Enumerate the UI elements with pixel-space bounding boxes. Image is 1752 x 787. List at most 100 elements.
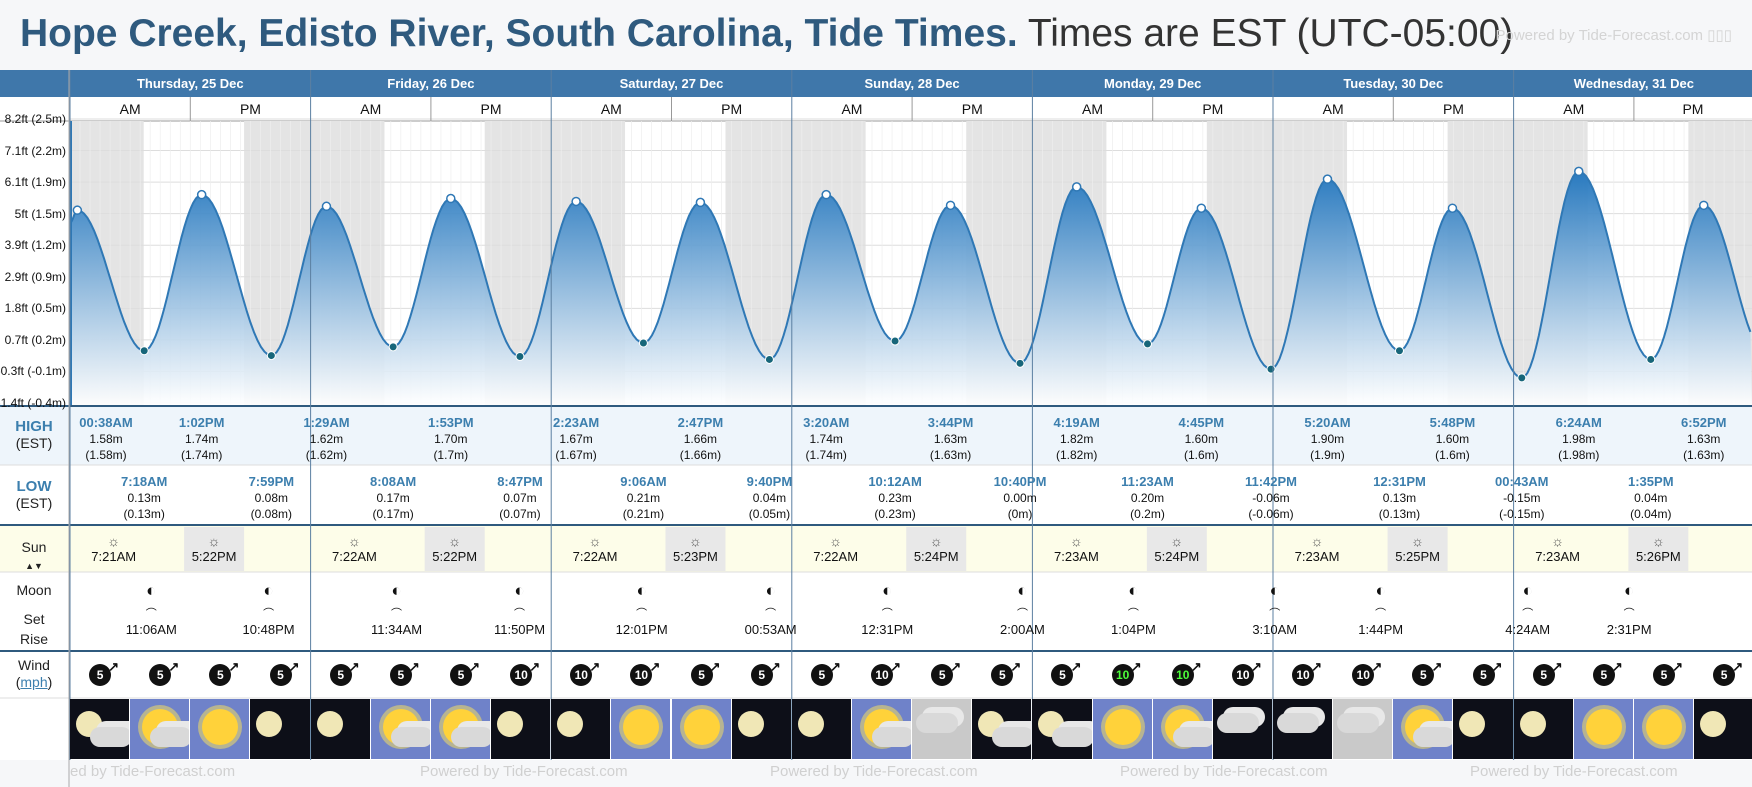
weather-icon-sun-cloudy bbox=[851, 699, 912, 759]
wind-direction-icon: ↗ bbox=[1431, 659, 1443, 674]
tide-height-alt: (1.66m) bbox=[679, 448, 722, 462]
tide-time: 1:29AM bbox=[303, 415, 350, 430]
wind-direction-icon: ↗ bbox=[1010, 659, 1022, 674]
wind-direction-icon: ↗ bbox=[589, 659, 601, 674]
powered-by-bottom[interactable]: Powered by Tide-Forecast.com bbox=[1470, 763, 1678, 780]
wind-direction-icon: ↗ bbox=[1611, 659, 1623, 674]
high-tide-point bbox=[945, 200, 956, 211]
weather-icon-sun-cloudy bbox=[1152, 699, 1212, 759]
sunset-entry: ☼ 5:22PM bbox=[425, 533, 485, 565]
tide-height-m: 1.82m bbox=[1059, 432, 1094, 446]
wind-indicator: 10 ↗ bbox=[1171, 659, 1202, 686]
cloud-icon bbox=[450, 727, 491, 747]
tide-height-m: 0.13m bbox=[127, 491, 161, 505]
low-tide-point bbox=[1646, 354, 1656, 364]
sunrise-icon: ☼ bbox=[1069, 533, 1083, 549]
tide-height-alt: (1.58m) bbox=[85, 448, 127, 462]
powered-by-bottom[interactable]: Powered by Tide-Forecast.com bbox=[420, 763, 628, 780]
tide-height-m: 1.63m bbox=[1687, 432, 1721, 446]
sunrise-icon: ☼ bbox=[107, 533, 121, 549]
sunrise-entry: ☼ 7:21AM bbox=[84, 533, 144, 565]
tide-height-alt: (1.74m) bbox=[805, 448, 847, 462]
weather-icon-sun-cloudy bbox=[130, 699, 190, 759]
wind-direction-icon: ↗ bbox=[529, 659, 541, 674]
wind-indicator: 10 ↗ bbox=[1352, 659, 1382, 686]
cloud-icon bbox=[871, 727, 912, 747]
powered-by-bottom[interactable]: ed by Tide-Forecast.com bbox=[70, 763, 236, 780]
day-header-2: Saturday, 27 Dec bbox=[619, 76, 724, 91]
moon-phase-icon: ◐ bbox=[514, 581, 525, 600]
sunset-cell-bg bbox=[665, 527, 726, 571]
tide-time: 5:20AM bbox=[1304, 415, 1351, 430]
am-label: AM bbox=[841, 101, 863, 117]
moon-rise-time: 11:06AM bbox=[125, 622, 177, 637]
y-axis-label: 6.1ft (1.9m) bbox=[4, 175, 66, 190]
pm-label: PM bbox=[961, 101, 983, 117]
tide-time: 4:19AM bbox=[1053, 415, 1100, 430]
low-sub: (EST) bbox=[15, 495, 53, 511]
tide-time: 2:23AM bbox=[552, 415, 600, 430]
tide-height-m: 0.20m bbox=[1130, 491, 1165, 505]
y-axis-label: 0.7ft (0.2m) bbox=[4, 332, 66, 347]
wind-direction-icon: ↗ bbox=[1732, 659, 1744, 674]
high-tide-entry: 2:47PM 1.66m (1.66m) bbox=[666, 415, 734, 463]
moon-rise-icon: ⌒ bbox=[1375, 608, 1387, 620]
sun-label: Sun bbox=[21, 539, 47, 555]
moon-rise-icon: ⌒ bbox=[145, 608, 157, 620]
tide-height-m: 1.70m bbox=[434, 432, 468, 446]
moon-phase-icon: ◐ bbox=[391, 581, 402, 600]
high-tide-point bbox=[1447, 203, 1458, 213]
powered-by-bottom[interactable]: Powered by Tide-Forecast.com bbox=[1120, 763, 1328, 780]
moon-rise-entry: ◐ ⌒ 11:06AM bbox=[121, 580, 181, 638]
sunrise-time: 7:22AM bbox=[813, 549, 859, 564]
tide-time: 1:53PM bbox=[428, 415, 474, 430]
low-tide-entry: 11:42PM -0.06m (-0.06m) bbox=[1237, 474, 1305, 522]
moon-rise-entry: ◐ ⌒ 1:44PM bbox=[1351, 580, 1411, 638]
sunset-time: 5:24PM bbox=[913, 549, 959, 564]
wind-direction-icon: ↗ bbox=[408, 659, 420, 674]
high-row-label: HIGH (EST) bbox=[0, 418, 68, 452]
powered-by-top[interactable]: Powered by Tide-Forecast.com ▯▯▯ bbox=[1495, 26, 1732, 44]
tide-area bbox=[70, 171, 1752, 405]
moon-icon bbox=[797, 711, 824, 737]
wind-indicator: 5 ↗ bbox=[1412, 659, 1442, 686]
sunset-icon: ☼ bbox=[929, 533, 943, 549]
high-row-bg bbox=[0, 405, 1752, 465]
tide-time: 00:38AM bbox=[79, 415, 133, 430]
powered-by-bottom[interactable]: Powered by Tide-Forecast.com bbox=[770, 763, 978, 780]
cloud-icon bbox=[390, 727, 430, 747]
low-tide-entry: 8:08AM 0.17m (0.17m) bbox=[359, 474, 427, 522]
sunrise-time: 7:23AM bbox=[1535, 549, 1581, 564]
moon-rise-time: 12:31PM bbox=[861, 622, 914, 637]
wind-indicator: 5 ↗ bbox=[89, 659, 119, 686]
weather-icon-sun bbox=[1573, 699, 1633, 759]
sunrise-icon: ☼ bbox=[1551, 533, 1565, 549]
wind-direction-icon: ↗ bbox=[1251, 659, 1262, 674]
wind-direction-icon: ↗ bbox=[108, 659, 120, 674]
moon-icon bbox=[557, 711, 584, 737]
moon-rise-time: 12:01PM bbox=[615, 622, 668, 637]
wind-indicator: 5 ↗ bbox=[1472, 659, 1503, 686]
location-title: Hope Creek, Edisto River, South Carolina… bbox=[20, 12, 1018, 55]
high-label: HIGH bbox=[15, 418, 53, 435]
weather-icon-night-clear bbox=[1453, 699, 1513, 759]
footer-bg bbox=[0, 760, 1752, 787]
wind-direction-icon: ↗ bbox=[1190, 659, 1202, 674]
am-label: AM bbox=[119, 101, 141, 117]
pm-label: PM bbox=[1682, 101, 1704, 117]
low-label: LOW bbox=[16, 478, 52, 495]
sun-icon bbox=[683, 709, 720, 745]
tide-time: 8:47PM bbox=[497, 474, 543, 489]
moon-icon bbox=[256, 711, 283, 737]
moon-phase-icon: ◐ bbox=[1017, 581, 1028, 600]
wind-unit-link[interactable]: mph bbox=[20, 674, 48, 690]
cloud-icon bbox=[1216, 713, 1259, 733]
day-header-bar bbox=[0, 70, 1752, 97]
weather-icon-night-cloudy bbox=[70, 699, 130, 759]
weather-icon-cloudy-night bbox=[1273, 699, 1333, 759]
tide-height-m: 0.04m bbox=[752, 491, 787, 505]
wind-direction-icon: ↗ bbox=[168, 659, 180, 674]
moon-rise-icon: ⌒ bbox=[391, 608, 403, 620]
moon-rise-icon: ⌒ bbox=[1623, 608, 1635, 620]
moon-set-icon: ⌒ bbox=[514, 608, 526, 620]
